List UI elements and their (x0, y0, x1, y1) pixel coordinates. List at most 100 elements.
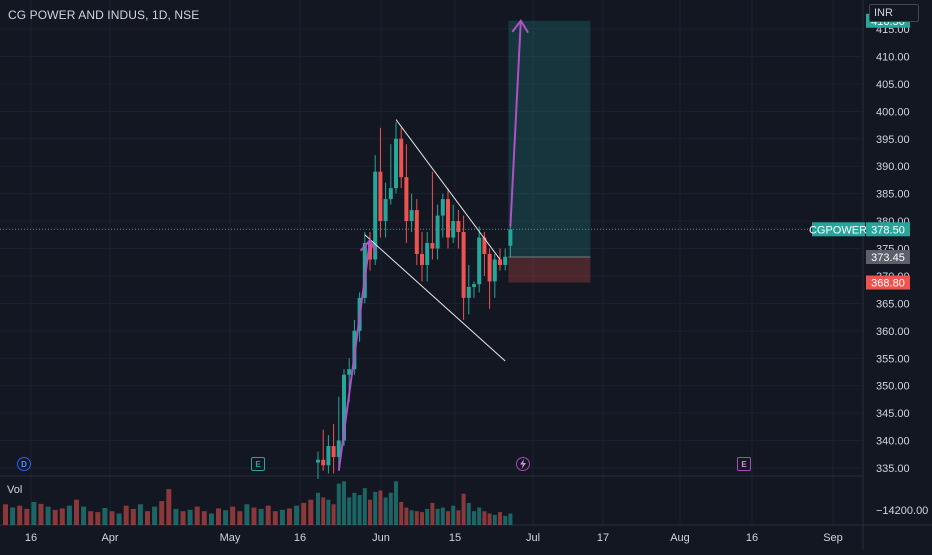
volume-bar (373, 491, 378, 525)
volume-bar (399, 502, 404, 525)
volume-bar (466, 502, 471, 525)
y-tick-label: 355.00 (876, 353, 910, 365)
x-tick-label: May (220, 532, 241, 544)
candle-body (404, 177, 409, 222)
dividend-event-icon[interactable]: D (17, 457, 31, 471)
y-tick-label: 335.00 (876, 463, 910, 475)
position-layer (508, 20, 591, 283)
volume-bar (294, 505, 300, 525)
candle-body (498, 259, 502, 265)
candle-body (326, 446, 331, 466)
volume-bar (461, 493, 466, 525)
volume-bar (425, 508, 430, 525)
volume-bar (404, 507, 409, 525)
candle-body (435, 215, 440, 249)
volume-axis-label: −14200.00 (876, 505, 928, 517)
volume-bar (440, 507, 445, 525)
volume-bar (272, 511, 278, 525)
volume-bar (116, 513, 122, 525)
volume-bar (388, 492, 393, 525)
arrow-line (509, 20, 522, 227)
last-symbol-label: CGPOWER (809, 224, 867, 236)
volume-bar (31, 502, 37, 525)
volume-bar (59, 508, 65, 525)
x-tick-label: Aug (670, 532, 690, 544)
x-tick-label: Apr (101, 532, 118, 544)
volume-bar (321, 497, 326, 525)
volume-bar (336, 483, 341, 525)
volume-bar (258, 508, 264, 525)
arrow-line (337, 240, 371, 471)
channel-trendline (395, 119, 501, 260)
candle-body (316, 459, 320, 463)
volume-bar (308, 499, 314, 525)
volume-bar (74, 499, 79, 525)
earnings-event-icon-2[interactable]: E (737, 457, 751, 471)
volume-bar (394, 481, 398, 525)
candle-body (487, 253, 492, 282)
volume-bar (456, 510, 461, 525)
y-tick-label: 395.00 (876, 134, 910, 146)
volume-bar (482, 511, 487, 525)
x-tick-label: 16 (746, 532, 758, 544)
volume-bar (368, 499, 372, 525)
x-tick-label: 16 (25, 532, 37, 544)
volume-bar (159, 501, 165, 525)
split-event-icon[interactable] (516, 457, 530, 471)
volume-bar (451, 505, 456, 525)
volume-bar (88, 511, 94, 525)
volume-bar (347, 497, 352, 525)
volume-bar (446, 511, 450, 525)
volume-bar (477, 507, 482, 525)
candle-body (378, 171, 383, 222)
arrow-head (511, 18, 529, 34)
volume-bar (357, 495, 362, 525)
y-tick-label: 345.00 (876, 408, 910, 420)
candle-body (388, 188, 393, 200)
volume-bar (342, 481, 346, 525)
candle-body (425, 243, 430, 265)
volume-bar (279, 509, 285, 525)
volume-bar (352, 492, 357, 525)
volume-bar (244, 504, 250, 525)
volume-bar (316, 492, 320, 525)
y-tick-label: 350.00 (876, 381, 910, 393)
volume-bar (503, 515, 508, 525)
volume-bar (383, 497, 388, 525)
volume-bar (208, 513, 214, 525)
volume-bar (223, 510, 229, 525)
volume-bar (109, 511, 115, 525)
stop-price-label: 368.80 (871, 278, 905, 290)
currency-selector[interactable]: INR (869, 4, 919, 22)
candle-body (336, 440, 341, 458)
drawing-layer (337, 18, 529, 471)
candle-body (342, 374, 346, 441)
lightning-icon (520, 459, 526, 469)
x-tick-label: 15 (449, 532, 461, 544)
volume-bar (326, 499, 331, 525)
volume-bar (287, 508, 292, 525)
candle-body (430, 243, 435, 249)
channel-trendline (364, 234, 506, 362)
candle-body (451, 221, 456, 238)
candle-body (477, 237, 482, 285)
x-tick-label: Sep (823, 532, 843, 544)
volume-bar (152, 506, 158, 525)
volume-bar (194, 506, 200, 525)
x-tick-label: 16 (294, 532, 306, 544)
candle-body (321, 459, 326, 466)
volume-bar (45, 506, 51, 525)
x-tick-label: 17 (597, 532, 609, 544)
volume-bar (508, 513, 513, 525)
volume-bar (265, 505, 271, 525)
volume-bar (81, 506, 87, 525)
candle-body (383, 199, 388, 222)
earnings-event-icon[interactable]: E (251, 457, 265, 471)
candle-body (503, 256, 508, 265)
volume-bar (10, 507, 16, 525)
candle-layer (316, 122, 513, 479)
x-tick-label: Jul (526, 532, 540, 544)
